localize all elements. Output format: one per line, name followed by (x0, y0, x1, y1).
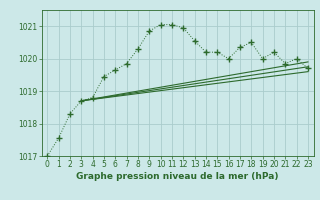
X-axis label: Graphe pression niveau de la mer (hPa): Graphe pression niveau de la mer (hPa) (76, 172, 279, 181)
